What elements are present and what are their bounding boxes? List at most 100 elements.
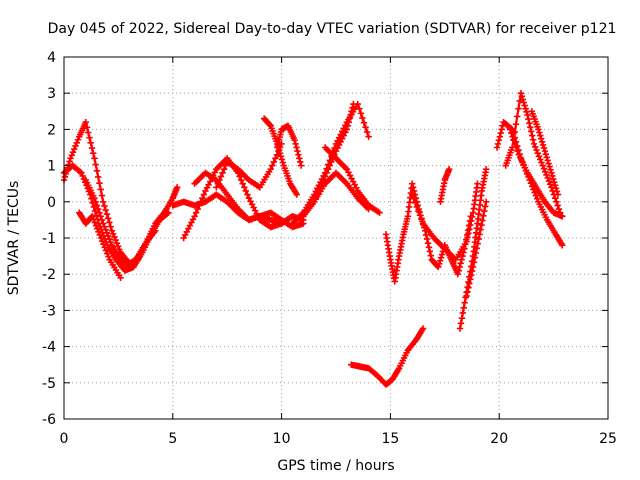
data-point (539, 162, 546, 169)
data-point (458, 256, 465, 263)
data-point (514, 113, 521, 120)
data-point (98, 216, 106, 224)
data-point (321, 173, 329, 180)
data-point (559, 242, 566, 249)
data-point (104, 232, 112, 240)
data-point (494, 140, 502, 148)
data-point (91, 194, 98, 202)
series-track-a (60, 118, 181, 267)
data-point (117, 274, 124, 282)
data-point (94, 225, 101, 232)
data-point (540, 165, 548, 172)
series-track-t (463, 198, 490, 300)
data-point (464, 288, 471, 295)
data-point (482, 203, 489, 210)
data-point (88, 144, 96, 152)
data-point (219, 169, 226, 177)
data-point (408, 191, 416, 198)
data-point (467, 276, 474, 283)
data-point (362, 124, 369, 131)
data-point (459, 309, 467, 317)
y-tick-label: 3 (47, 86, 56, 102)
series-track-j (274, 122, 305, 169)
series-line (350, 327, 425, 386)
data-point (548, 169, 555, 177)
data-point (555, 205, 563, 213)
y-tick-label: -4 (42, 340, 56, 356)
series-track-g (191, 169, 307, 231)
data-point (457, 260, 464, 267)
data-point (78, 169, 85, 177)
data-point (467, 221, 474, 229)
data-point (365, 205, 372, 213)
data-point (244, 191, 251, 198)
data-point (508, 129, 515, 137)
data-point (76, 168, 84, 176)
data-point (474, 180, 481, 187)
data-point (478, 221, 485, 229)
data-point (514, 147, 521, 155)
data-point (435, 263, 442, 271)
series-track-o (348, 325, 427, 388)
data-point (528, 128, 535, 135)
data-point (94, 173, 102, 181)
data-point (79, 172, 86, 180)
data-point (97, 186, 104, 193)
data-point (101, 202, 108, 210)
data-point (293, 191, 301, 198)
chart-title: Day 045 of 2022, Sidereal Day-to-day VTE… (48, 21, 617, 37)
series-track-e (169, 191, 296, 227)
data-point (92, 198, 99, 205)
data-point (412, 199, 419, 207)
data-point (279, 159, 287, 166)
data-point (93, 202, 101, 209)
data-point (551, 182, 559, 189)
data-point (532, 143, 539, 151)
grid (64, 57, 608, 419)
data-point (466, 226, 473, 233)
data-point (552, 185, 560, 192)
data-point (103, 229, 111, 237)
data-point (348, 108, 355, 115)
data-point (535, 153, 543, 160)
data-point (96, 209, 103, 216)
series-track-r (437, 166, 453, 205)
data-point (537, 135, 545, 142)
series-track-n (311, 169, 372, 213)
data-point (551, 194, 559, 202)
data-point (356, 105, 363, 112)
data-point (460, 304, 467, 312)
data-point (464, 234, 471, 241)
data-point (468, 217, 475, 225)
data-point (517, 90, 525, 97)
data-point (73, 139, 80, 147)
data-point (511, 128, 518, 136)
data-point (413, 203, 421, 211)
data-point (463, 238, 470, 245)
series-track-q (408, 180, 481, 263)
x-tick-label: 25 (599, 431, 617, 447)
data-point (512, 121, 520, 128)
data-point (438, 251, 446, 258)
data-point (553, 188, 561, 195)
data-point (473, 245, 481, 252)
data-point (408, 180, 416, 187)
data-point (94, 205, 102, 213)
data-point (105, 253, 112, 260)
data-point (102, 206, 109, 214)
data-point (74, 136, 82, 143)
data-point (103, 211, 111, 218)
data-point (365, 133, 372, 140)
data-point (325, 166, 332, 173)
y-tick-label: -2 (42, 267, 56, 283)
data-point (200, 191, 208, 198)
data-point (197, 198, 204, 205)
data-point (300, 220, 307, 227)
data-point (427, 252, 435, 259)
data-point (526, 119, 533, 127)
data-point (538, 138, 546, 146)
data-point (93, 167, 101, 174)
data-point (241, 184, 248, 191)
data-point (551, 178, 558, 186)
data-point (554, 191, 562, 198)
